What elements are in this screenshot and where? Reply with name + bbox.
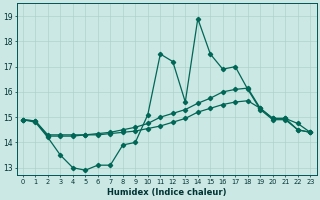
X-axis label: Humidex (Indice chaleur): Humidex (Indice chaleur) — [107, 188, 226, 197]
